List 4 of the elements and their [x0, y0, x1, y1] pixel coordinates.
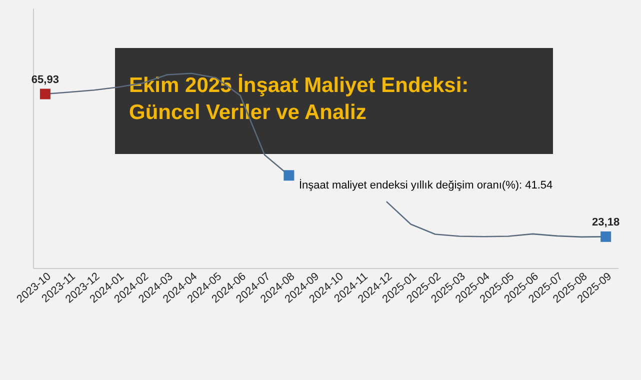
title-banner: Ekim 2025 İnşaat Maliyet Endeksi: Güncel Veriler ve Analiz — [115, 48, 553, 154]
data-label: 23,18 — [592, 216, 620, 229]
data-label: 65,93 — [31, 74, 59, 86]
annotation: İnşaat maliyet endeksi yıllık değişim oranı(%): 41.54 — [298, 178, 553, 192]
